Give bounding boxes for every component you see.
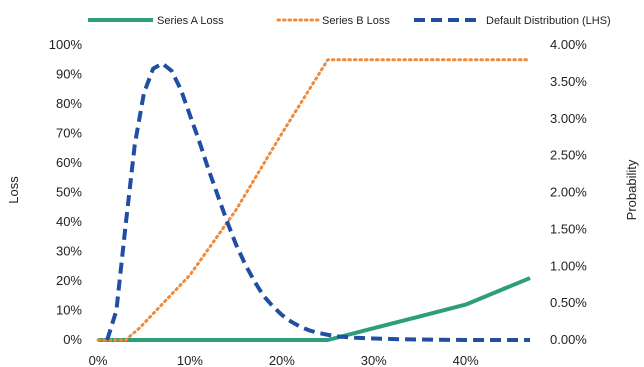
right-axis: 0.00% 0.50% 1.00% 1.50% 2.00% 2.50% 3.00% 3.50%…: [550, 37, 587, 347]
y-right-tick-label: 2.00%: [550, 185, 587, 200]
y-left-tick-label: 70%: [56, 126, 82, 141]
series-line-2: [105, 61, 530, 342]
y-left-tick-label: 100%: [49, 37, 83, 52]
y-left-tick-label: 80%: [56, 96, 82, 111]
legend-label-1: Series B Loss: [322, 15, 390, 27]
y-right-tick-label: 2.50%: [550, 148, 587, 163]
y-right-tick-label: 3.50%: [550, 74, 587, 89]
y-right-tick-label: 0.00%: [550, 332, 587, 347]
y-left-tick-label: 90%: [56, 67, 82, 82]
y-right-tick-label: 0.50%: [550, 295, 587, 310]
y-right-tick-label: 1.50%: [550, 221, 587, 236]
y-left-tick-label: 40%: [56, 214, 82, 229]
y-right-tick-label: 1.00%: [550, 258, 587, 273]
legend-label-0: Series A Loss: [157, 15, 224, 27]
series-line-0: [98, 276, 531, 342]
x-tick-label: 0%: [89, 353, 108, 367]
y-left-tick-label: 0%: [63, 332, 82, 347]
x-tick-label: 10%: [177, 353, 203, 367]
y-right-tick-label: 3.00%: [550, 111, 587, 126]
y-left-tick-label: 30%: [56, 244, 82, 259]
series-line-1: [96, 58, 532, 342]
y-right-tick-label: 4.00%: [550, 37, 587, 52]
y-axis-right-title: Probability: [624, 159, 639, 220]
x-tick-label: 40%: [453, 353, 479, 367]
x-tick-label: 20%: [269, 353, 295, 367]
legend-label-2: Default Distribution (LHS): [486, 15, 611, 27]
plot-lines: [96, 58, 532, 342]
y-left-tick-label: 20%: [56, 273, 82, 288]
legend: Series A Loss Series B Loss Default Distri…: [88, 15, 611, 27]
y-left-tick-label: 10%: [56, 303, 82, 318]
y-left-tick-label: 60%: [56, 155, 82, 170]
y-left-tick-label: 50%: [56, 185, 82, 200]
left-axis: 0% 10% 20% 30% 40% 50% 60% 70% 80% 90% 100%: [49, 37, 83, 347]
x-tick-label: 30%: [361, 353, 387, 367]
x-axis: 0% 10% 20% 30% 40%: [89, 353, 480, 367]
y-axis-left-title: Loss: [6, 176, 21, 204]
